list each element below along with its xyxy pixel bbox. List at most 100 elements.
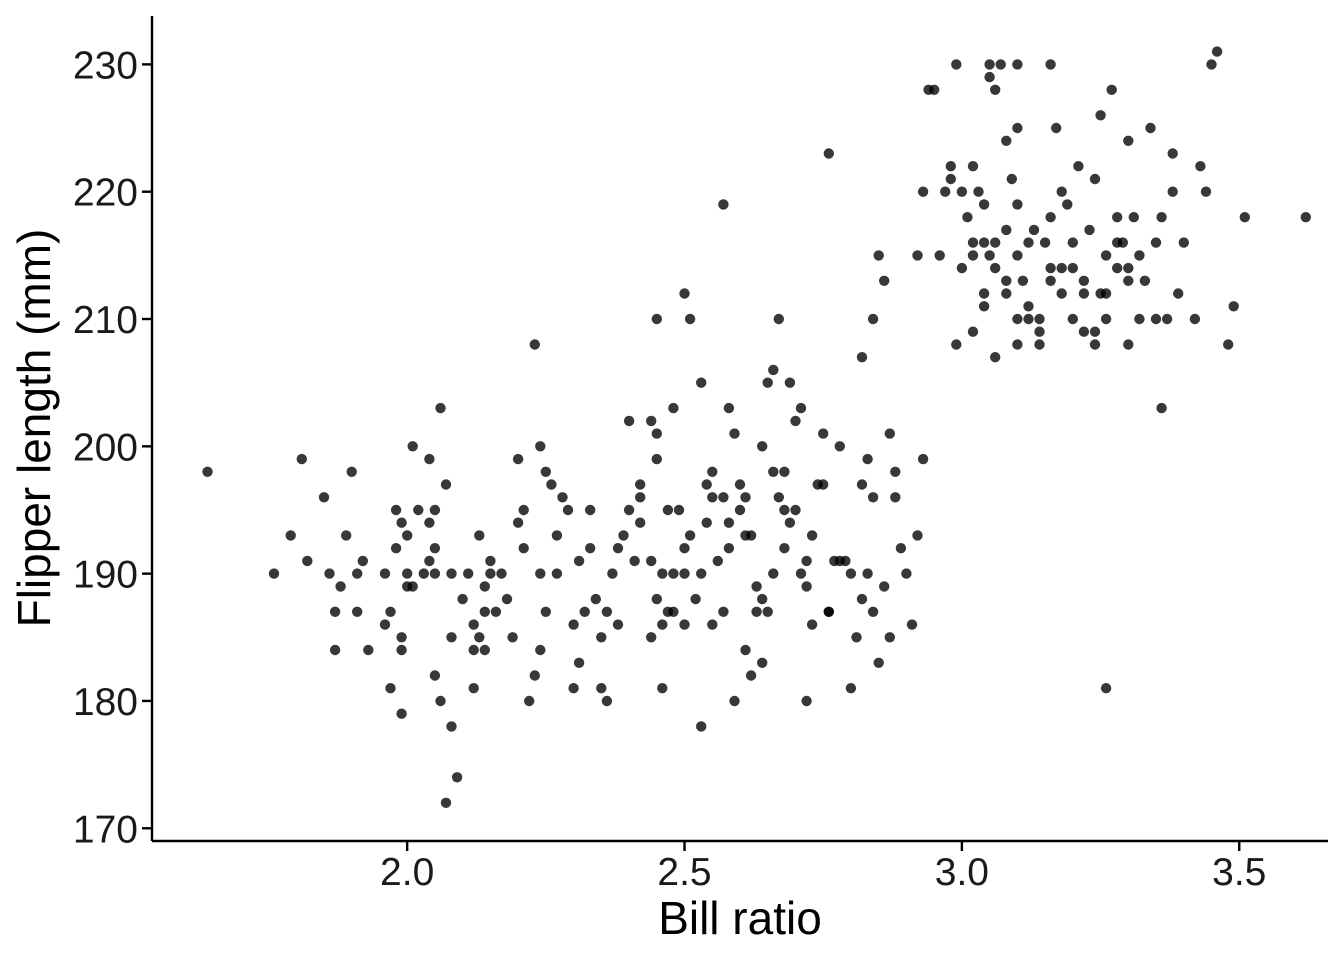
data-point xyxy=(1112,237,1123,248)
data-point xyxy=(978,301,990,312)
data-point xyxy=(1067,262,1079,274)
data-point xyxy=(1223,339,1234,350)
data-point xyxy=(635,492,646,503)
data-point xyxy=(596,632,607,643)
data-point xyxy=(524,695,535,707)
y-tick-label: 200 xyxy=(73,426,138,469)
data-point xyxy=(1012,313,1023,325)
data-point xyxy=(1078,326,1090,337)
data-point xyxy=(696,721,707,732)
data-point xyxy=(757,657,768,668)
data-point xyxy=(1089,326,1101,337)
data-point xyxy=(657,619,668,630)
data-point xyxy=(890,492,901,503)
data-point xyxy=(867,313,879,325)
data-point xyxy=(396,517,407,528)
data-point xyxy=(1051,122,1062,134)
data-point xyxy=(540,466,551,477)
data-point xyxy=(845,568,857,579)
x-tick-label: 3.0 xyxy=(935,851,989,894)
data-point xyxy=(951,59,962,70)
data-point xyxy=(740,492,751,503)
data-point xyxy=(468,683,479,694)
data-point xyxy=(479,644,490,656)
data-point xyxy=(1167,148,1178,159)
data-point xyxy=(285,530,296,541)
data-point xyxy=(1045,262,1056,274)
data-point xyxy=(1056,186,1067,197)
x-tick-label: 2.0 xyxy=(380,851,434,894)
data-point xyxy=(912,250,923,261)
data-point xyxy=(962,212,973,223)
data-point xyxy=(723,543,735,554)
data-point xyxy=(651,313,662,325)
data-point xyxy=(679,619,690,630)
data-point xyxy=(884,632,895,643)
data-point xyxy=(995,59,1006,70)
data-point xyxy=(1089,173,1101,185)
data-point xyxy=(424,453,435,465)
data-point xyxy=(1062,199,1073,210)
data-point xyxy=(729,428,740,439)
data-point xyxy=(601,606,613,617)
data-point xyxy=(651,453,662,465)
data-point xyxy=(1128,212,1140,223)
data-point xyxy=(535,644,546,656)
data-point xyxy=(890,466,901,477)
data-point xyxy=(690,593,701,605)
data-point xyxy=(424,555,435,567)
data-point xyxy=(651,593,662,605)
data-point xyxy=(679,543,690,554)
data-point xyxy=(474,632,485,643)
data-point xyxy=(806,530,818,541)
data-point xyxy=(956,186,968,197)
data-point xyxy=(906,619,918,630)
data-point xyxy=(341,530,352,541)
data-point xyxy=(557,492,568,503)
data-point xyxy=(501,593,513,605)
data-point xyxy=(1134,250,1145,261)
data-point xyxy=(440,479,452,490)
data-point xyxy=(413,504,424,516)
data-point xyxy=(485,568,496,579)
data-point xyxy=(701,479,712,490)
data-point xyxy=(734,504,746,516)
data-point xyxy=(623,504,635,516)
data-point xyxy=(612,619,624,630)
data-point xyxy=(518,504,529,516)
data-point xyxy=(635,479,646,490)
data-point xyxy=(1100,250,1112,261)
data-point xyxy=(601,695,613,707)
x-axis-ticks: 2.0 2.5 3.0 3.5 xyxy=(380,841,1266,894)
data-point xyxy=(463,568,474,579)
data-point xyxy=(707,619,718,630)
data-point xyxy=(618,530,629,541)
data-point xyxy=(923,84,934,96)
data-point xyxy=(629,555,640,567)
data-point xyxy=(967,250,979,261)
data-point xyxy=(751,581,762,592)
data-point xyxy=(867,606,879,617)
data-point xyxy=(1150,313,1162,325)
data-point xyxy=(396,644,407,656)
data-point xyxy=(1100,683,1112,694)
data-point xyxy=(718,492,729,503)
data-point xyxy=(1056,262,1067,274)
data-point xyxy=(357,555,368,567)
data-point xyxy=(385,606,396,617)
data-point xyxy=(945,173,956,185)
data-point xyxy=(329,606,341,617)
data-point xyxy=(990,84,1001,96)
data-point xyxy=(856,479,868,490)
data-point xyxy=(507,632,518,643)
data-point xyxy=(984,59,995,70)
data-point xyxy=(1045,212,1056,223)
data-point xyxy=(535,568,546,579)
data-point xyxy=(795,568,807,579)
data-point xyxy=(468,644,479,656)
data-point xyxy=(806,619,818,630)
data-point xyxy=(318,492,330,503)
data-point xyxy=(1178,237,1190,248)
data-point xyxy=(662,606,674,617)
data-point xyxy=(1228,301,1239,312)
